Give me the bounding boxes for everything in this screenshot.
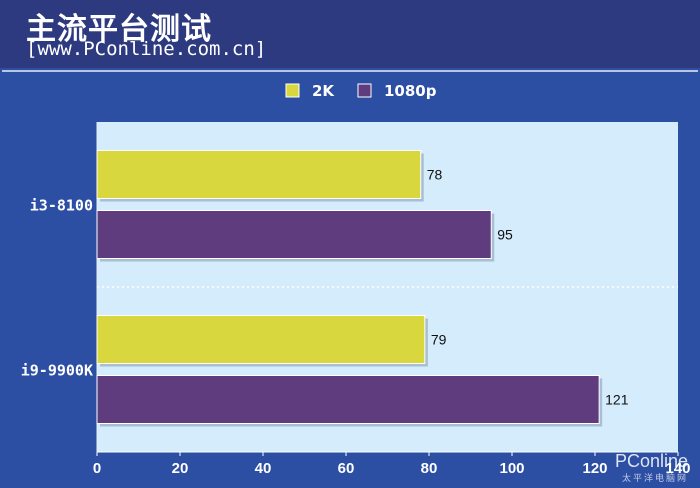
legend-swatch: [285, 83, 300, 98]
data-label: 121: [605, 392, 629, 408]
legend-label: 2K: [312, 82, 335, 100]
category-label: i9-9900K: [21, 362, 93, 380]
x-tick-label: 40: [255, 460, 272, 477]
watermark-tagline: 太平洋电脑网: [621, 474, 688, 484]
bar-2K-i3-8100: [96, 150, 422, 199]
category-label: i3-8100: [30, 197, 93, 215]
x-tick-label: 100: [499, 460, 524, 477]
chart-subtitle: [www.PConline.com.cn]: [26, 38, 267, 60]
bar-1080p-i9-9900K: [96, 375, 600, 424]
legend-swatch: [357, 83, 372, 98]
watermark-logo: PConline: [614, 451, 688, 471]
x-tick-label: 80: [421, 460, 438, 477]
x-tick-label: 20: [172, 460, 189, 477]
chart-header: 主流平台测试 [www.PConline.com.cn]: [0, 0, 700, 68]
x-tick-label: 140: [665, 460, 690, 477]
legend-label: 1080p: [384, 82, 437, 100]
x-tick-label: 0: [93, 460, 101, 477]
data-label: 79: [431, 332, 447, 348]
x-tick-label: 120: [582, 460, 607, 477]
chart-title: 主流平台测试: [26, 12, 212, 47]
x-tick-label: 60: [338, 460, 355, 477]
bar-2K-i9-9900K: [96, 315, 426, 364]
data-label: 78: [427, 167, 443, 183]
bar-1080p-i3-8100: [96, 210, 492, 259]
data-label: 95: [497, 227, 513, 243]
